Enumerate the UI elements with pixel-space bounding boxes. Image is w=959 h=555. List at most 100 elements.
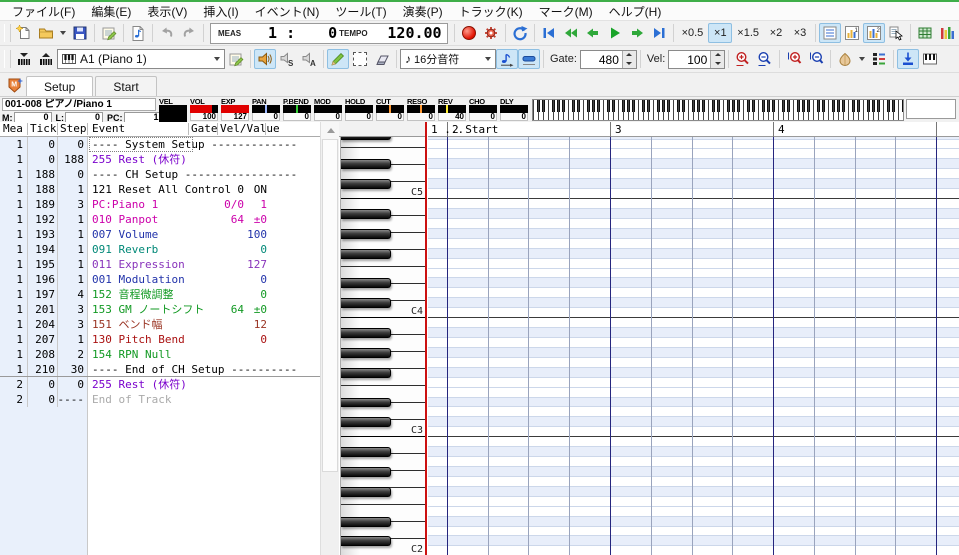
black-key[interactable] bbox=[341, 397, 391, 408]
step-back-button[interactable] bbox=[582, 23, 604, 43]
event-row[interactable]: 1 210 30 ---- End of CH Setup ---------- bbox=[16, 363, 298, 376]
menu-item-6[interactable]: 演奏(P) bbox=[402, 4, 443, 19]
header-gate[interactable]: Gate bbox=[191, 122, 218, 135]
black-key[interactable] bbox=[341, 248, 391, 259]
rewind-button[interactable] bbox=[560, 23, 582, 43]
open-file-button[interactable] bbox=[35, 23, 57, 43]
speed-button-×3[interactable]: ×3 bbox=[793, 27, 807, 39]
speed-button-×0.5[interactable]: ×0.5 bbox=[681, 27, 704, 39]
event-row[interactable]: 1 208 2 154 RPN Null bbox=[16, 348, 172, 361]
redo-button[interactable] bbox=[178, 23, 200, 43]
monitor-button[interactable] bbox=[254, 49, 276, 69]
white-key[interactable] bbox=[341, 137, 426, 149]
undo-button[interactable] bbox=[156, 23, 178, 43]
track-properties-button[interactable] bbox=[225, 49, 247, 69]
event-row[interactable]: 1 194 1 091 Reverb 0 bbox=[16, 243, 267, 256]
loop-button[interactable] bbox=[509, 23, 531, 43]
event-row[interactable]: 1 188 0 ---- CH Setup ----------------- bbox=[16, 168, 298, 181]
vzoom-in-button[interactable] bbox=[783, 49, 805, 69]
smf-settings-button[interactable] bbox=[98, 23, 120, 43]
midi-file-button[interactable] bbox=[127, 23, 149, 43]
event-row[interactable]: 1 192 1 010 Panpot 64 ±0 bbox=[16, 213, 267, 226]
hzoom-out-button[interactable] bbox=[754, 49, 776, 69]
onion-skin-button[interactable] bbox=[834, 49, 856, 69]
event-row[interactable]: 1 201 3 153 GM ノートシフト 64 ±0 bbox=[16, 303, 267, 316]
edge-clipped-button[interactable] bbox=[919, 49, 941, 69]
hzoom-in-button[interactable] bbox=[732, 49, 754, 69]
velocity-bars-button[interactable] bbox=[936, 23, 958, 43]
event-list-scrollbar[interactable] bbox=[320, 122, 340, 555]
black-key[interactable] bbox=[341, 447, 391, 458]
gate-down-button[interactable] bbox=[622, 59, 636, 68]
bar-input-button[interactable] bbox=[518, 49, 540, 69]
vel-up-button[interactable] bbox=[711, 50, 725, 59]
next-track-button[interactable] bbox=[35, 49, 57, 69]
black-key[interactable] bbox=[341, 367, 391, 378]
gate-up-button[interactable] bbox=[622, 50, 636, 59]
solo-button[interactable]: S bbox=[276, 49, 298, 69]
menu-item-4[interactable]: イベント(N) bbox=[254, 4, 320, 19]
scrollbar-up-button[interactable] bbox=[321, 122, 340, 139]
record-button[interactable] bbox=[458, 23, 480, 43]
event-list-view-button[interactable] bbox=[819, 23, 842, 43]
black-key[interactable] bbox=[341, 347, 391, 358]
note-length-select[interactable]: ♪ 16分音符 bbox=[400, 49, 496, 69]
new-file-button[interactable] bbox=[13, 23, 35, 43]
event-row[interactable]: 1 204 3 151 ベンド幅 12 bbox=[16, 318, 267, 331]
menu-item-3[interactable]: 挿入(I) bbox=[203, 4, 239, 19]
vel-down-button[interactable] bbox=[711, 59, 725, 68]
black-key[interactable] bbox=[341, 228, 391, 239]
black-key[interactable] bbox=[341, 278, 391, 289]
event-row[interactable]: 1 193 1 007 Volume 100 bbox=[16, 228, 267, 241]
menu-item-8[interactable]: マーク(M) bbox=[538, 4, 593, 19]
black-key[interactable] bbox=[341, 179, 391, 190]
black-key[interactable] bbox=[341, 516, 391, 527]
header-step[interactable]: Step bbox=[60, 122, 87, 135]
event-row[interactable]: 1 196 1 001 Modulation 0 bbox=[16, 273, 267, 286]
menu-item-1[interactable]: 編集(E) bbox=[91, 4, 132, 19]
track-table-button[interactable] bbox=[914, 23, 936, 43]
black-key[interactable] bbox=[341, 328, 391, 338]
header-velvalue[interactable]: Vel/Value bbox=[220, 122, 280, 135]
black-key[interactable] bbox=[341, 137, 391, 140]
auto-scroll-button[interactable] bbox=[897, 49, 920, 69]
eraser-tool-button[interactable] bbox=[371, 49, 393, 69]
save-button[interactable] bbox=[69, 23, 91, 43]
skip-to-end-button[interactable] bbox=[648, 23, 670, 43]
event-row[interactable]: 1 197 4 152 音程微調整 0 bbox=[16, 288, 267, 301]
metronome-settings-button[interactable] bbox=[480, 23, 502, 43]
header-mea[interactable]: Mea bbox=[3, 122, 23, 135]
event-row[interactable]: 2 0 0 255 Rest (休符) bbox=[16, 378, 187, 391]
event-select-pointer-button[interactable] bbox=[885, 23, 907, 43]
note-input-button[interactable] bbox=[496, 49, 518, 69]
play-button[interactable] bbox=[604, 23, 626, 43]
grid[interactable] bbox=[428, 137, 959, 555]
onion-dropdown[interactable] bbox=[856, 49, 868, 69]
event-color-list-button[interactable] bbox=[868, 49, 890, 69]
event-row[interactable]: 1 207 1 130 Pitch Bend 0 bbox=[16, 333, 267, 346]
black-key[interactable] bbox=[341, 536, 391, 547]
toolbar-grip[interactable] bbox=[4, 50, 11, 68]
menu-item-7[interactable]: トラック(K) bbox=[458, 4, 523, 19]
black-key[interactable] bbox=[341, 467, 391, 477]
event-row[interactable]: 1 189 3 PC:Piano 1 0/0 1 bbox=[16, 198, 267, 211]
header-tick[interactable]: Tick bbox=[30, 122, 57, 135]
skip-to-start-button[interactable] bbox=[538, 23, 560, 43]
vzoom-out-button[interactable] bbox=[805, 49, 827, 69]
header-event[interactable]: Event bbox=[92, 122, 126, 135]
pianoroll-view2-button[interactable]: 2 bbox=[863, 23, 886, 43]
black-key[interactable] bbox=[341, 298, 391, 309]
event-row[interactable]: 2 0 ---- End of Track bbox=[16, 393, 172, 406]
open-recent-dropdown[interactable] bbox=[57, 23, 69, 43]
pianoroll-view1-button[interactable]: 1 bbox=[841, 23, 863, 43]
black-key[interactable] bbox=[341, 417, 391, 428]
vel-stepper[interactable]: 100 bbox=[668, 49, 726, 69]
menu-item-0[interactable]: ファイル(F) bbox=[12, 4, 76, 19]
all-button[interactable]: A bbox=[298, 49, 320, 69]
ruler[interactable]: 1 ... 2 Start 3 4 bbox=[428, 122, 959, 137]
track-shield-icon[interactable]: M + bbox=[4, 75, 26, 95]
step-forward-button[interactable] bbox=[626, 23, 648, 43]
speed-button-×1[interactable]: ×1 bbox=[708, 23, 733, 43]
event-row[interactable]: 1 195 1 011 Expression 127 bbox=[16, 258, 267, 271]
black-key[interactable] bbox=[341, 486, 391, 497]
